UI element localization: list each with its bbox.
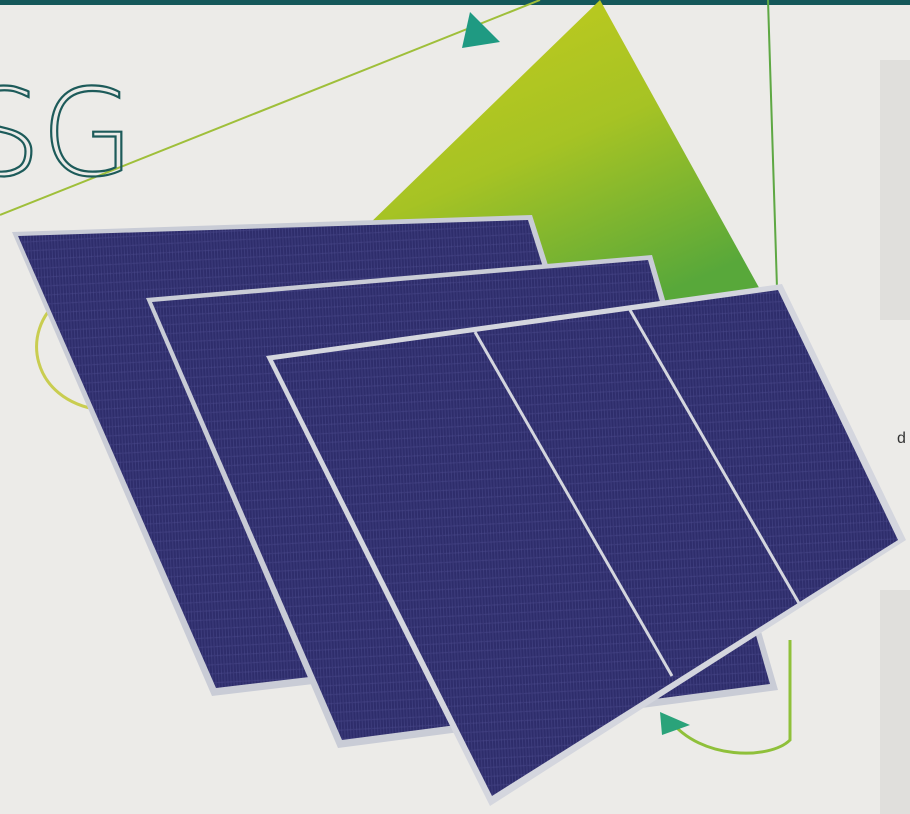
deco-curve (668, 640, 792, 755)
heading: SG (0, 65, 134, 204)
top-bar (0, 0, 910, 5)
arrow (462, 12, 500, 48)
side-box (880, 60, 910, 320)
solar-panels (12, 215, 906, 806)
side-text: d (897, 430, 906, 447)
side-box (880, 590, 910, 814)
arrow (660, 712, 690, 735)
deco-line (0, 0, 541, 216)
deco-line (767, 0, 779, 321)
